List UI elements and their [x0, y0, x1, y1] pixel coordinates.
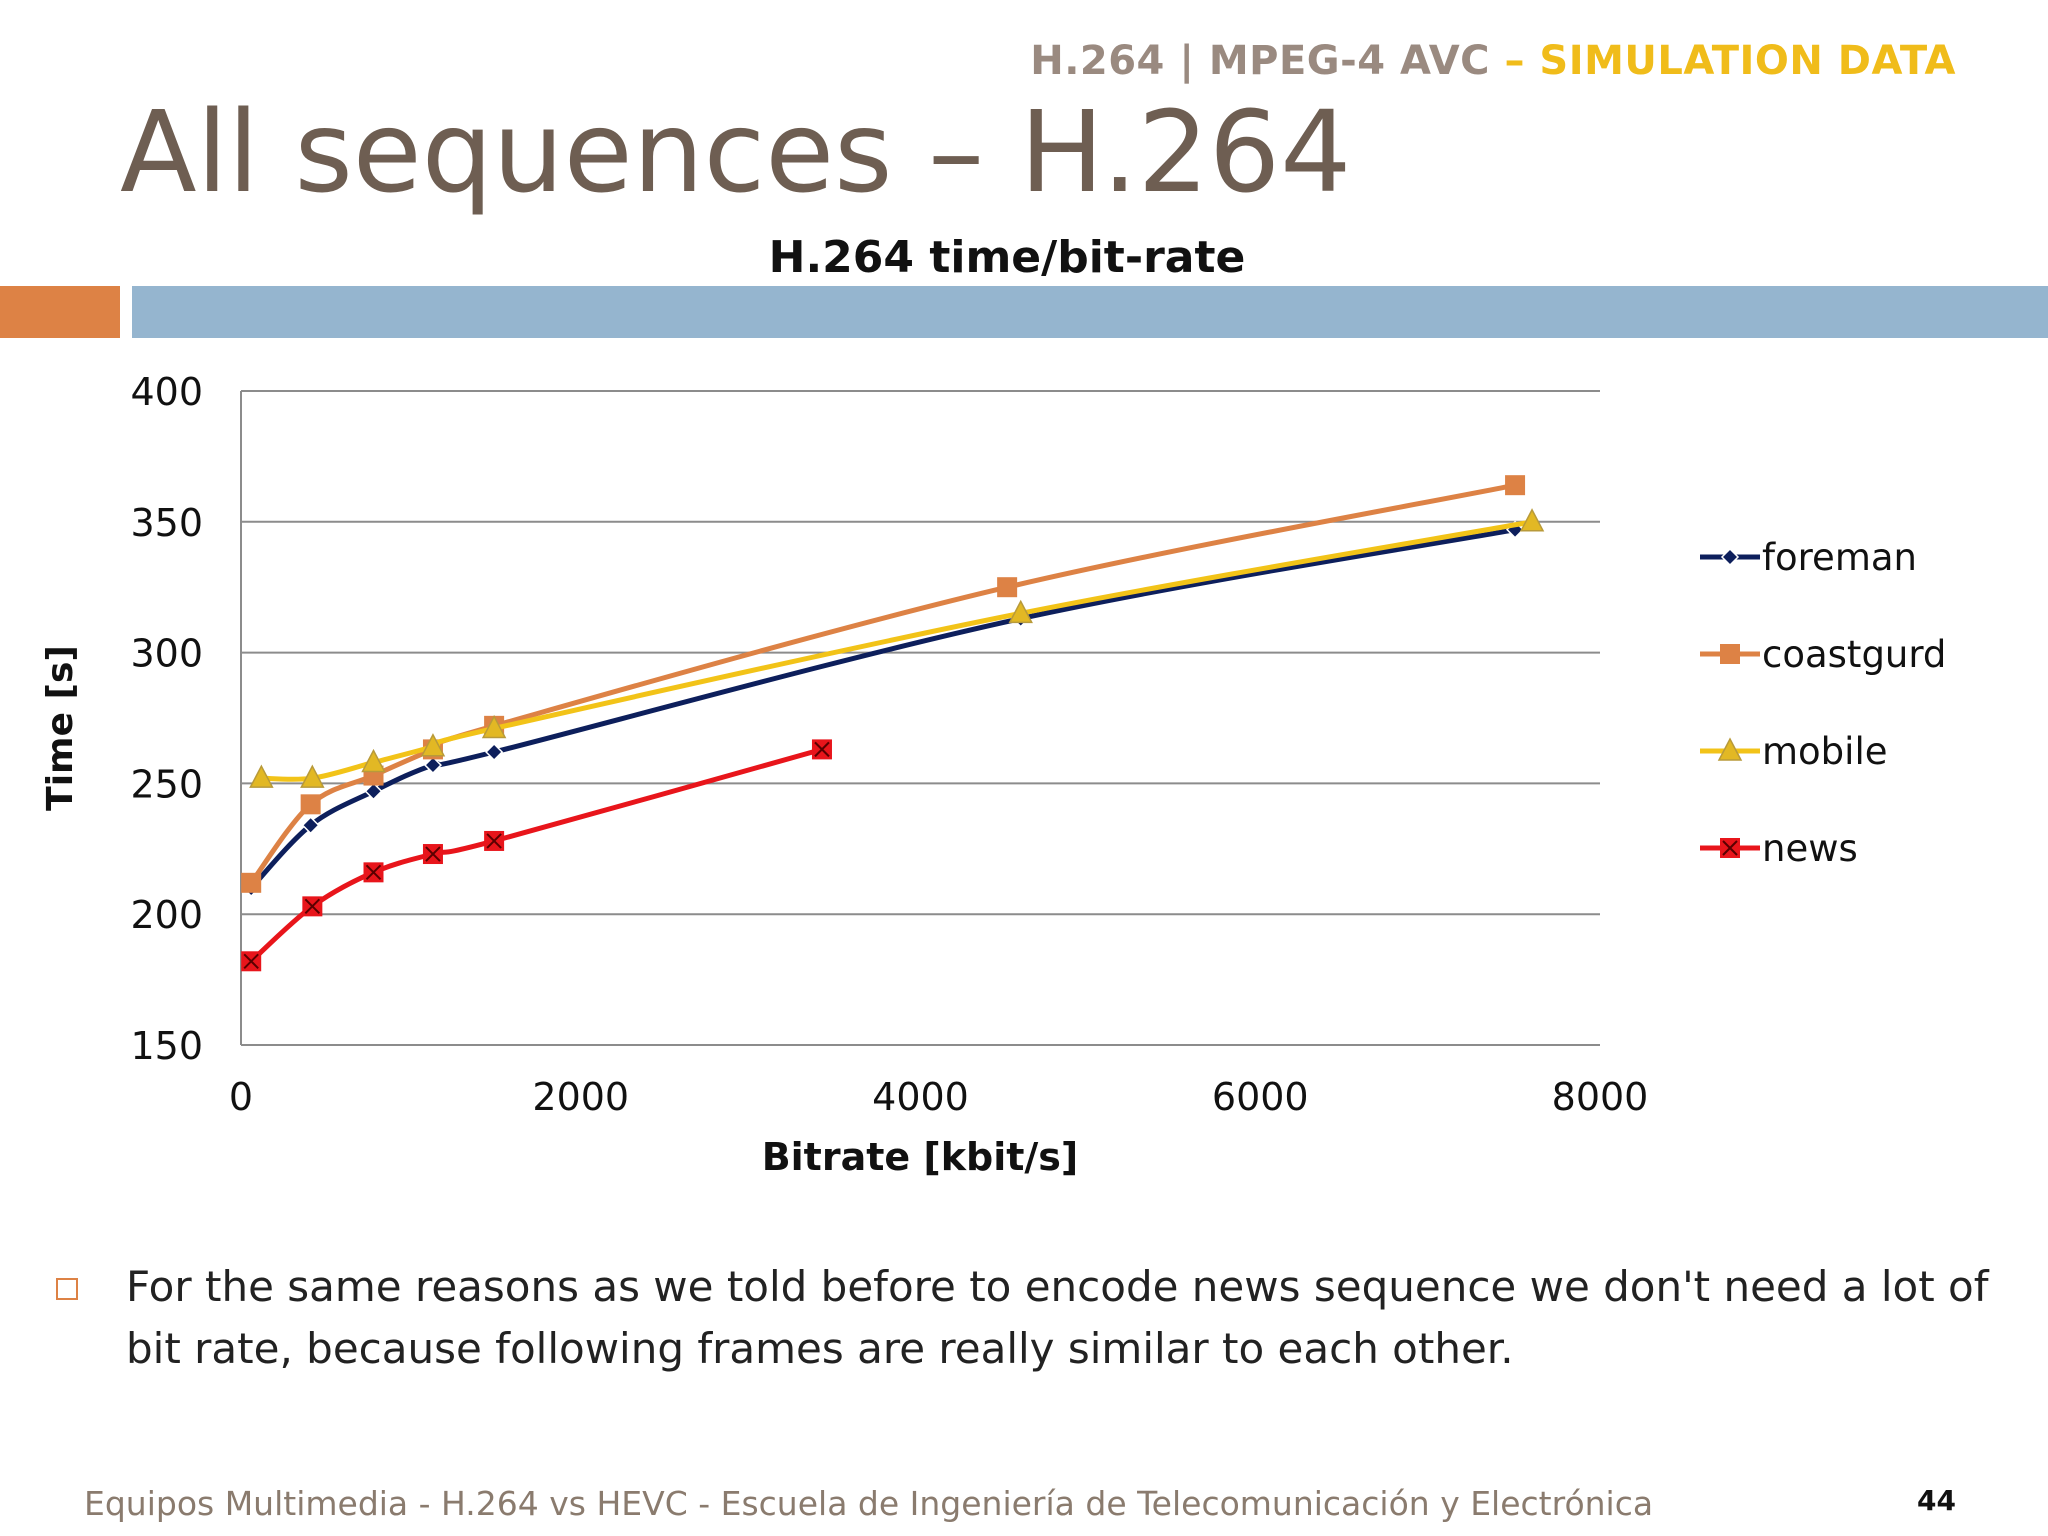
legend-item-coastgurd: coastgurd [1700, 633, 1946, 676]
header-tag-accent: – SIMULATION DATA [1504, 38, 1956, 84]
data-point-marker [1717, 737, 1743, 761]
legend-item-news: news [1700, 827, 1858, 870]
title-divider-accent [0, 286, 120, 338]
triangle-mark [1008, 599, 1033, 624]
x-tick-label: 6000 [1212, 1075, 1309, 1119]
data-point-marker [1008, 599, 1033, 624]
y-tick-label: 150 [130, 1024, 203, 1068]
diamond-mark [301, 816, 320, 835]
y-tick-label: 350 [130, 501, 203, 545]
data-point-marker [361, 748, 386, 773]
triangle-mark [361, 748, 386, 773]
xsquare-cross [814, 741, 830, 758]
data-point-marker [422, 844, 443, 865]
legend-label: foreman [1762, 536, 1917, 579]
legend-item-foreman: foreman [1700, 536, 1917, 579]
x-tick-label: 8000 [1552, 1075, 1649, 1119]
header-tag-main: H.264 | MPEG-4 AVC [1030, 38, 1491, 84]
y-axis-title: Time [s] [40, 645, 81, 811]
triangle-mark [420, 733, 446, 757]
square-mark [997, 577, 1018, 598]
data-point-marker [1720, 838, 1740, 858]
square-mark [300, 794, 321, 815]
x-axis-title: Bitrate [kbit/s] [762, 1135, 1079, 1179]
y-tick-label: 250 [130, 762, 203, 806]
data-point-marker [241, 951, 262, 972]
data-point-marker [1505, 475, 1526, 496]
data-point-marker [481, 714, 507, 739]
legend-label: coastgurd [1762, 633, 1946, 676]
data-point-marker [1720, 644, 1740, 664]
series-line-mobile [258, 519, 1535, 782]
x-tick-label: 2000 [532, 1075, 629, 1119]
title-divider-bar [132, 286, 2048, 338]
data-point-marker [420, 733, 446, 757]
xsquare-cross [425, 846, 441, 862]
diamond-mark [364, 782, 383, 801]
triangle-mark [249, 764, 274, 788]
diamond-mark [423, 756, 443, 775]
data-point-marker [364, 782, 383, 801]
x-tick-label: 0 [229, 1075, 253, 1119]
xsquare-cross [486, 833, 502, 849]
legend-label: news [1762, 827, 1858, 870]
series-line-foreman [248, 527, 1518, 891]
xsquare-cross [304, 898, 321, 915]
data-point-marker [301, 816, 320, 835]
data-point-marker [997, 577, 1018, 598]
diamond-mark [485, 742, 504, 762]
triangle-mark [1717, 737, 1743, 761]
series-line-news [248, 746, 825, 964]
data-point-marker [423, 756, 443, 775]
chart-title: H.264 time/bit-rate [768, 232, 1246, 283]
data-point-marker [1720, 547, 1740, 567]
triangle-mark [300, 764, 325, 788]
bullet-text: For the same reasons as we told before t… [126, 1262, 1989, 1373]
y-tick-label: 300 [130, 632, 203, 676]
xsquare-cross [365, 864, 382, 881]
data-point-marker [300, 794, 321, 815]
data-point-marker [249, 764, 274, 788]
diamond-mark [1720, 547, 1740, 567]
legend-item-mobile: mobile [1700, 730, 1888, 773]
slide-title: All sequences – H.264 [120, 88, 1352, 218]
xsquare-cross [243, 953, 259, 969]
data-point-marker [241, 872, 262, 893]
data-point-marker [363, 862, 384, 883]
data-point-marker [302, 896, 323, 917]
x-tick-label: 4000 [872, 1075, 969, 1119]
header-tag: H.264 | MPEG-4 AVC – SIMULATION DATA [1030, 38, 1956, 84]
data-point-marker [811, 739, 832, 760]
page-number: 44 [1917, 1484, 1956, 1517]
square-mark [241, 872, 262, 893]
data-point-marker [484, 830, 505, 851]
y-tick-label: 200 [130, 893, 203, 937]
data-point-marker [300, 764, 325, 788]
data-point-marker [1519, 508, 1545, 532]
triangle-mark [481, 714, 507, 739]
xsquare-cross [1722, 840, 1738, 856]
footer-text: Equipos Multimedia - H.264 vs HEVC - Esc… [84, 1484, 1654, 1523]
square-mark [1505, 475, 1526, 496]
data-point-marker [485, 742, 504, 762]
bullet-marker-icon [56, 1278, 78, 1300]
square-mark [1720, 644, 1740, 664]
series-line-coastgurd [248, 482, 1518, 886]
y-tick-label: 400 [130, 370, 203, 414]
triangle-mark [1519, 508, 1545, 532]
legend-label: mobile [1762, 730, 1888, 773]
